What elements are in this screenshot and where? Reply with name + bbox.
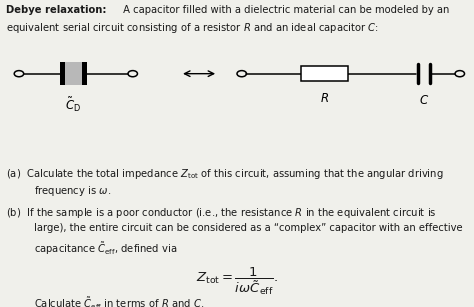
Text: (b)  If the sample is a poor conductor (i.e., the resistance $R$ in the equivale: (b) If the sample is a poor conductor (i…: [6, 206, 436, 220]
Text: Calculate $\tilde{C}_{\mathrm{eff}}$ in terms of $R$ and $C$.: Calculate $\tilde{C}_{\mathrm{eff}}$ in …: [34, 296, 204, 307]
Text: A capacitor filled with a dielectric material can be modeled by an: A capacitor filled with a dielectric mat…: [120, 5, 450, 15]
Text: $\tilde{C}_{\mathrm{D}}$: $\tilde{C}_{\mathrm{D}}$: [65, 96, 82, 115]
Text: $C$: $C$: [419, 94, 429, 107]
Text: Debye relaxation:: Debye relaxation:: [6, 5, 106, 15]
Bar: [61, 62, 86, 85]
Bar: [301, 66, 348, 81]
Text: large), the entire circuit can be considered as a “complex” capacitor with an ef: large), the entire circuit can be consid…: [34, 223, 463, 233]
Bar: [82, 62, 86, 85]
Text: (a)  Calculate the total impedance $Z_{\mathrm{tot}}$ of this circuit, assuming : (a) Calculate the total impedance $Z_{\m…: [6, 167, 443, 181]
Text: capacitance $\tilde{C}_{\mathrm{eff}}$, defined via: capacitance $\tilde{C}_{\mathrm{eff}}$, …: [34, 240, 177, 257]
Text: $R$: $R$: [320, 92, 329, 105]
Text: equivalent serial circuit consisting of a resistor $R$ and an ideal capacitor $C: equivalent serial circuit consisting of …: [6, 21, 379, 36]
Text: $Z_{\mathrm{tot}} = \dfrac{1}{i\omega\tilde{C}_{\mathrm{eff}}}$.: $Z_{\mathrm{tot}} = \dfrac{1}{i\omega\ti…: [196, 265, 278, 297]
Bar: [61, 62, 64, 85]
Text: frequency is $\omega$.: frequency is $\omega$.: [34, 184, 111, 198]
